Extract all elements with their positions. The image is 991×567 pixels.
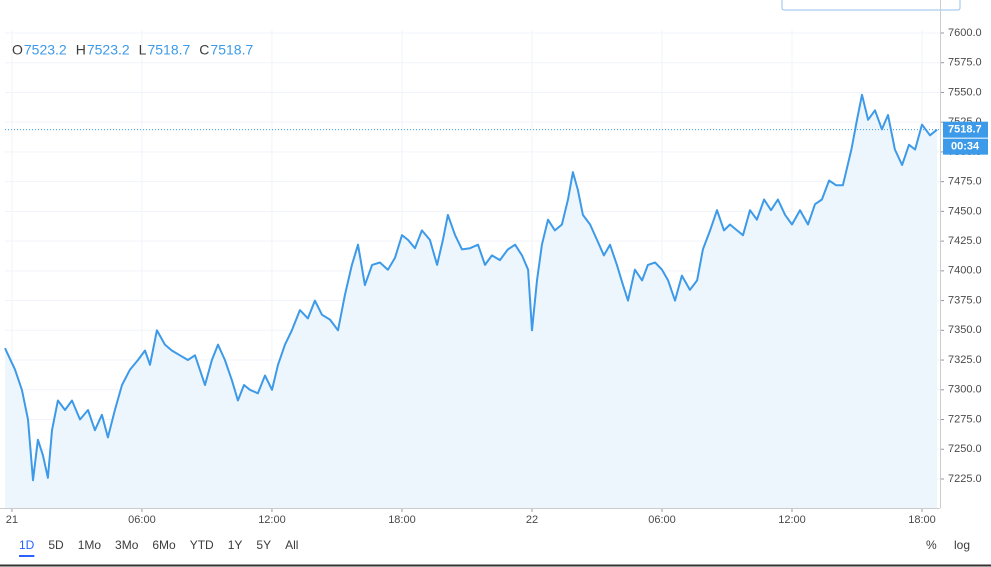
ohlc-value: 7523.2 — [24, 42, 67, 58]
ohlc-value: 7518.7 — [147, 42, 190, 58]
x-tick-label: 06:00 — [128, 514, 156, 526]
range-button[interactable]: 1Y — [228, 538, 243, 552]
last-price-label: 7518.7 — [948, 124, 982, 136]
range-button[interactable]: 5D — [48, 538, 64, 552]
ohlc-value: 7523.2 — [87, 42, 130, 58]
x-tick-label: 12:00 — [778, 514, 806, 526]
y-tick-label: 7600.0 — [948, 27, 982, 39]
x-tick-label: 18:00 — [388, 514, 416, 526]
y-tick-label: 7450.0 — [948, 205, 982, 217]
y-tick-label: 7325.0 — [948, 354, 982, 366]
ohlc-letter: L — [139, 42, 147, 58]
countdown-label: 00:34 — [951, 141, 980, 153]
y-tick-label: 7550.0 — [948, 86, 982, 98]
y-tick-label: 7425.0 — [948, 235, 982, 247]
x-tick-label: 21 — [6, 514, 18, 526]
x-tick-label: 12:00 — [258, 514, 286, 526]
range-button[interactable]: 6Mo — [152, 538, 176, 552]
price-line — [4, 93, 938, 482]
ohlc-letter: O — [12, 42, 23, 58]
range-button[interactable]: 5Y — [256, 538, 271, 552]
range-button[interactable]: 1Mo — [78, 538, 102, 552]
y-tick-label: 7400.0 — [948, 265, 982, 277]
ohlc-value: 7518.7 — [210, 42, 253, 58]
y-tick-label: 7250.0 — [948, 443, 982, 455]
scale-button[interactable]: log — [954, 538, 970, 552]
last-price-box — [943, 121, 988, 138]
range-button[interactable]: YTD — [190, 538, 214, 552]
y-tick-label: 7475.0 — [948, 176, 982, 188]
range-button[interactable]: 3Mo — [115, 538, 139, 552]
y-tick-label: 7375.0 — [948, 294, 982, 306]
range-button[interactable]: All — [285, 538, 298, 552]
range-button[interactable]: 1D — [19, 538, 35, 552]
x-tick-label: 22 — [526, 514, 538, 526]
y-tick-label: 7350.0 — [948, 324, 982, 336]
top-widget[interactable] — [781, 0, 961, 11]
y-tick-label: 7575.0 — [948, 57, 982, 69]
y-tick-label: 7300.0 — [948, 384, 982, 396]
ohlc-letter: H — [76, 42, 86, 58]
countdown-box — [943, 138, 988, 155]
y-tick-label: 7225.0 — [948, 473, 982, 485]
ohlc-letter: C — [199, 42, 209, 58]
x-tick-label: 18:00 — [908, 514, 936, 526]
area — [5, 94, 937, 509]
y-tick-label: 7275.0 — [948, 413, 982, 425]
x-tick-label: 06:00 — [648, 514, 676, 526]
scale-button[interactable]: % — [926, 538, 937, 552]
